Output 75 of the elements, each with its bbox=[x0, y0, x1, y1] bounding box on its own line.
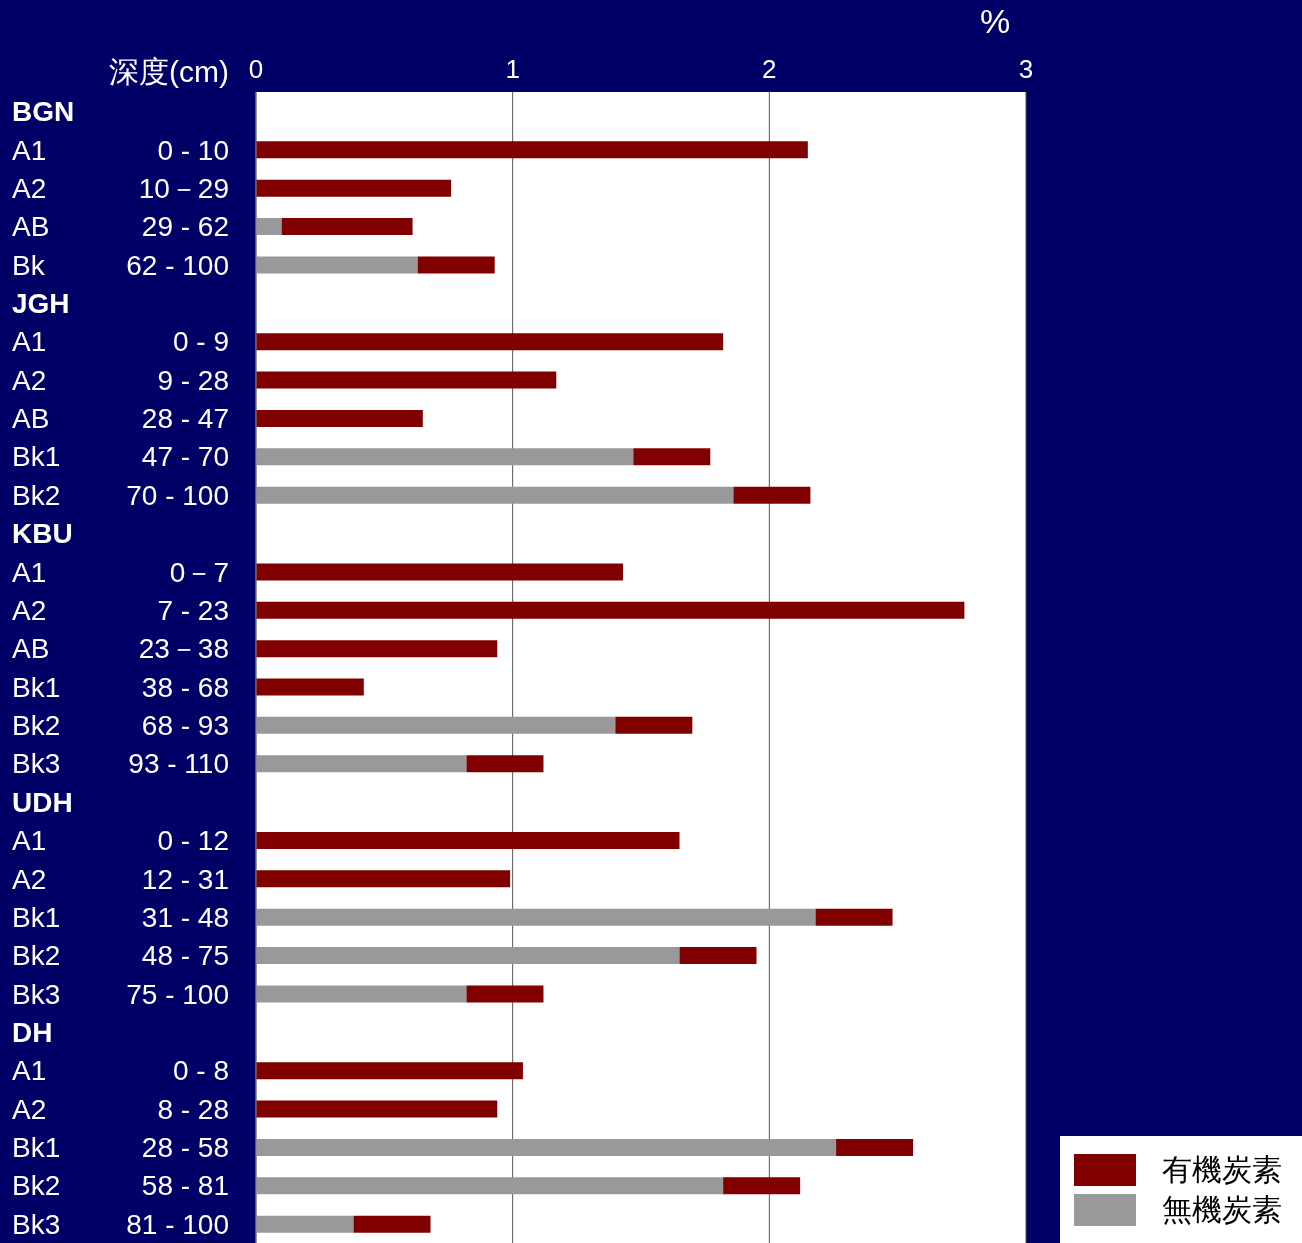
category-label: Bk2 70 - 100 bbox=[12, 479, 229, 511]
bar bbox=[256, 640, 498, 658]
category-label: A1 0 - 8 bbox=[12, 1055, 229, 1087]
bar bbox=[256, 333, 724, 351]
y-axis-title: 深度(cm) bbox=[109, 54, 229, 90]
bar bbox=[256, 448, 634, 466]
x-axis-title: % bbox=[980, 2, 1011, 41]
bar bbox=[836, 1138, 914, 1156]
bar bbox=[256, 371, 557, 389]
category-label: Bk 62 - 100 bbox=[12, 249, 229, 281]
bar bbox=[256, 870, 511, 888]
category-label: AB 28 - 47 bbox=[12, 403, 229, 435]
bar bbox=[466, 755, 544, 773]
category-label: A2 8 - 28 bbox=[12, 1093, 229, 1125]
bar bbox=[256, 1062, 523, 1080]
category-label: Bk3 93 - 110 bbox=[12, 748, 229, 780]
bar bbox=[256, 831, 680, 849]
category-label: Bk1 47 - 70 bbox=[12, 441, 229, 473]
bar bbox=[679, 947, 757, 965]
y-tick-label: UDH bbox=[12, 786, 73, 818]
bar bbox=[733, 486, 811, 504]
bar bbox=[723, 1177, 801, 1195]
x-tick-label: 1 bbox=[505, 54, 520, 84]
bar bbox=[256, 678, 364, 696]
category-label: Bk1 31 - 48 bbox=[12, 901, 229, 933]
bar bbox=[466, 985, 544, 1003]
category-label: A1 0 - 9 bbox=[12, 326, 229, 358]
bar bbox=[256, 947, 680, 965]
bar bbox=[256, 563, 624, 581]
category-label: AB 29 - 62 bbox=[12, 211, 229, 243]
category-label: A1 0 - 12 bbox=[12, 825, 229, 857]
bar bbox=[256, 1215, 354, 1233]
bar bbox=[256, 985, 467, 1003]
category-label: A2 10－29 bbox=[12, 172, 229, 204]
legend-label: 無機炭素 bbox=[1162, 1191, 1282, 1228]
category-label: Bk1 38 - 68 bbox=[12, 671, 229, 703]
bar bbox=[615, 716, 693, 734]
bar bbox=[256, 141, 808, 159]
x-tick-label: 3 bbox=[1018, 54, 1034, 84]
x-tick-label: 2 bbox=[762, 54, 777, 84]
x-tick-label: 0 bbox=[248, 54, 264, 84]
legend-label: 有機炭素 bbox=[1162, 1151, 1282, 1188]
bar bbox=[256, 908, 816, 926]
category-label: AB 23－38 bbox=[12, 633, 229, 665]
category-label: Bk2 68 - 93 bbox=[12, 710, 229, 742]
bar bbox=[815, 908, 893, 926]
bar bbox=[417, 256, 495, 274]
category-label: Bk2 48 - 75 bbox=[12, 940, 229, 972]
category-label: Bk2 58 - 81 bbox=[12, 1170, 229, 1202]
category-label: Bk3 75 - 100 bbox=[12, 978, 229, 1010]
bar bbox=[256, 409, 423, 427]
category-label: A2 9 - 28 bbox=[12, 364, 229, 396]
bar bbox=[256, 218, 282, 236]
y-tick-label: JGH bbox=[12, 288, 70, 320]
y-tick-label: DH bbox=[12, 1016, 53, 1048]
category-label: A2 12 - 31 bbox=[12, 863, 229, 895]
bar bbox=[256, 1177, 724, 1195]
bar bbox=[256, 1138, 837, 1156]
bar bbox=[281, 218, 413, 236]
bar bbox=[256, 1100, 498, 1118]
y-tick-label: BGN bbox=[12, 96, 75, 128]
bar bbox=[256, 256, 418, 274]
bar bbox=[256, 716, 616, 734]
bar bbox=[353, 1215, 431, 1233]
category-label: A1 0－7 bbox=[12, 556, 229, 588]
bar bbox=[256, 179, 452, 197]
category-label: Bk1 28 - 58 bbox=[12, 1132, 229, 1164]
category-label: A2 7 - 23 bbox=[12, 594, 229, 626]
category-label: A1 0 - 10 bbox=[12, 134, 229, 166]
bar bbox=[633, 448, 711, 466]
bar bbox=[256, 486, 734, 504]
category-label: Bk3 81 - 100 bbox=[12, 1208, 229, 1240]
y-tick-label: KBU bbox=[12, 518, 73, 550]
bar bbox=[256, 755, 467, 773]
bar bbox=[256, 601, 965, 619]
